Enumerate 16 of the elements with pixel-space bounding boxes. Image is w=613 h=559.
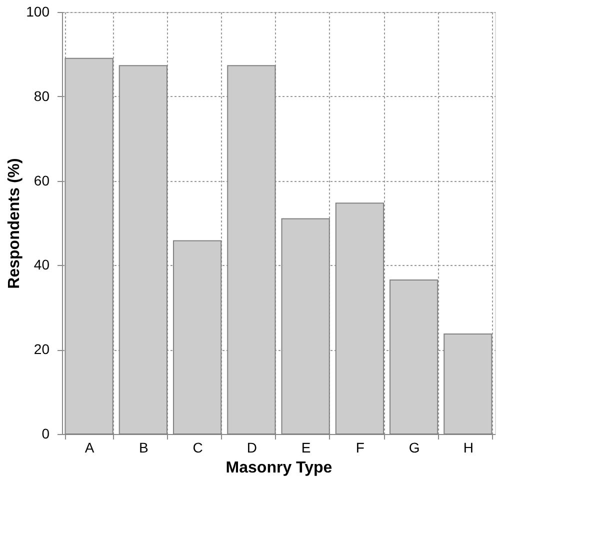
x-tick-label: D xyxy=(246,440,257,456)
x-tick-label: G xyxy=(408,440,420,456)
x-tick-label: H xyxy=(463,440,474,456)
y-tick-label: 40 xyxy=(34,256,50,273)
y-tick-label: 20 xyxy=(34,341,50,358)
x-tick-label: B xyxy=(139,440,148,456)
y-axis-title: Respondents (%) xyxy=(6,158,24,289)
y-tick-label: 0 xyxy=(42,426,50,442)
y-tick-label: 80 xyxy=(34,88,50,104)
x-tick-label: F xyxy=(356,440,364,456)
y-tick-label: 100 xyxy=(26,4,50,20)
x-tick-label: A xyxy=(84,440,95,456)
x-tick-label: C xyxy=(192,440,203,456)
y-tick-label: 60 xyxy=(34,172,50,188)
x-axis-title: Masonry Type xyxy=(226,460,332,476)
x-tick-label: E xyxy=(301,440,311,456)
